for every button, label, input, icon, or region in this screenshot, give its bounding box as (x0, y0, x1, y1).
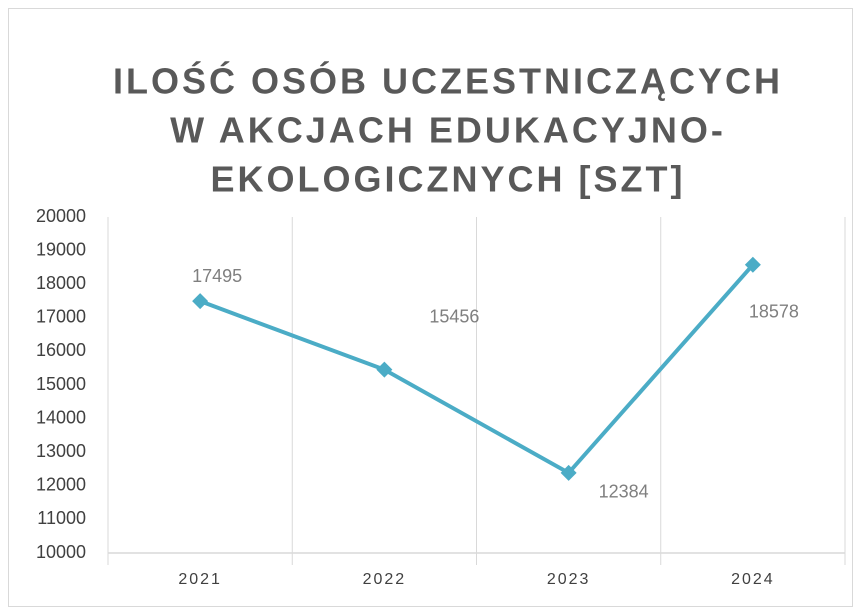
x-tick-label: 2021 (178, 571, 222, 588)
x-tick-label: 2023 (547, 571, 591, 588)
y-tick-label: 16000 (36, 340, 86, 360)
data-label: 12384 (599, 482, 649, 502)
marker (192, 293, 209, 310)
x-tick-label: 2022 (363, 571, 407, 588)
data-label: 17495 (192, 266, 242, 286)
y-tick-label: 12000 (36, 475, 86, 495)
chart-title: ILOŚĆ OSÓB UCZESTNICZĄCYCH (113, 60, 783, 102)
chart-title: EKOLOGICZNYCH [SZT] (211, 159, 686, 200)
data-label: 18578 (749, 302, 799, 322)
data-label: 15456 (429, 306, 479, 326)
x-tick-label: 2024 (731, 571, 775, 588)
y-tick-label: 18000 (36, 273, 86, 293)
line (199, 263, 755, 476)
y-tick-label: 14000 (36, 407, 86, 427)
marker (744, 256, 761, 273)
y-tick-label: 20000 (36, 206, 86, 226)
y-tick-label: 15000 (36, 374, 86, 394)
y-tick-label: 19000 (36, 239, 86, 259)
marker (560, 464, 577, 481)
chart-frame (8, 8, 853, 607)
y-tick-label: 10000 (36, 542, 86, 562)
chart-title: W AKCJACH EDUKACYJNO- (170, 110, 726, 151)
marker (376, 361, 393, 378)
y-tick-label: 17000 (36, 307, 86, 327)
y-tick-label: 11000 (37, 508, 86, 528)
y-tick-label: 13000 (36, 441, 86, 461)
